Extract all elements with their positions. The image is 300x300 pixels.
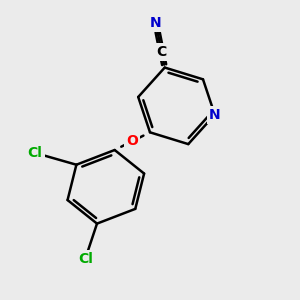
Text: Cl: Cl (78, 252, 93, 266)
Text: O: O (126, 134, 138, 148)
Text: Cl: Cl (28, 146, 43, 160)
Text: N: N (150, 16, 162, 30)
Text: C: C (156, 45, 167, 59)
Text: N: N (209, 108, 220, 122)
